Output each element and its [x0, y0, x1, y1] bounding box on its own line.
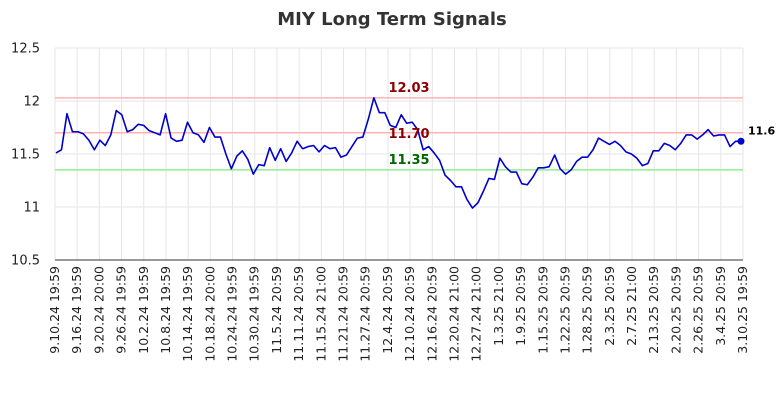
x-tick: 11.27.24 20:59 [358, 266, 373, 362]
x-tick: 12.10.24 20:59 [402, 266, 417, 362]
x-tick: 2.13.25 20:59 [646, 266, 661, 354]
y-tick-label: 11 [23, 201, 40, 216]
x-tick-label: 2.7.25 21:00 [624, 266, 639, 346]
x-tick-label: 11.11.24 20:59 [291, 266, 306, 362]
chart-title: MIY Long Term Signals [277, 9, 507, 30]
x-tick: 3.4.25 20:59 [713, 266, 728, 346]
x-tick: 10.30.24 19:59 [247, 266, 262, 362]
x-tick: 2.26.25 20:59 [691, 266, 706, 354]
x-tick-label: 10.24.24 19:59 [225, 266, 240, 362]
x-tick: 9.16.24 19:59 [69, 266, 84, 354]
x-tick-label: 10.2.24 19:59 [136, 266, 151, 354]
x-tick: 1.15.25 20:59 [535, 266, 550, 354]
x-tick: 10.2.24 19:59 [136, 266, 151, 354]
x-tick-label: 11.15.24 21:00 [313, 266, 328, 362]
x-tick-label: 10.14.24 19:59 [180, 266, 195, 362]
x-tick: 9.20.24 20:00 [91, 266, 106, 354]
x-tick-label: 11.5.24 20:59 [269, 266, 284, 354]
y-tick-label: 12 [23, 95, 40, 110]
x-tick: 2.20.25 20:59 [668, 266, 683, 354]
x-tick-label: 12.10.24 20:59 [402, 266, 417, 362]
x-tick-label: 11.27.24 20:59 [358, 266, 373, 362]
x-tick-label: 12.4.24 20:59 [380, 266, 395, 354]
x-tick-label: 3.10.25 19:59 [735, 266, 750, 354]
x-tick-label: 12.20.24 21:00 [446, 266, 461, 362]
x-tick-label: 9.10.24 19:59 [47, 266, 62, 354]
x-tick: 12.16.24 20:59 [424, 266, 439, 362]
x-tick: 12.4.24 20:59 [380, 266, 395, 354]
x-tick-label: 11.21.24 20:59 [336, 266, 351, 362]
x-tick: 10.8.24 19:59 [158, 266, 173, 354]
x-tick: 10.24.24 19:59 [225, 266, 240, 362]
price-line [55, 97, 741, 209]
x-tick-label: 10.30.24 19:59 [247, 266, 262, 362]
signal-label: 12.03 [388, 81, 429, 96]
x-tick-label: 12.16.24 20:59 [424, 266, 439, 362]
x-tick: 2.3.25 20:59 [602, 266, 617, 346]
x-tick-label: 1.3.25 21:00 [491, 266, 506, 346]
x-tick-label: 10.8.24 19:59 [158, 266, 173, 354]
x-tick-label: 9.16.24 19:59 [69, 266, 84, 354]
x-tick-label: 2.13.25 20:59 [646, 266, 661, 354]
x-tick-label: 2.3.25 20:59 [602, 266, 617, 346]
x-tick: 10.14.24 19:59 [180, 266, 195, 362]
x-axis: 9.10.24 19:59 9.16.24 19:59 9.20.24 20:00 9… [47, 266, 750, 362]
x-tick: 9.10.24 19:59 [47, 266, 62, 354]
signal-label: 11.35 [388, 153, 429, 168]
x-tick-label: 9.20.24 20:00 [91, 266, 106, 354]
grid [54, 47, 744, 261]
x-tick-label: 12.27.24 21:00 [469, 266, 484, 362]
x-tick-label: 9.26.24 19:59 [114, 266, 129, 354]
x-tick: 2.7.25 21:00 [624, 266, 639, 346]
x-tick: 1.22.25 20:59 [557, 266, 572, 354]
x-tick-label: 1.28.25 20:59 [580, 266, 595, 354]
x-tick: 12.27.24 21:00 [469, 266, 484, 362]
x-tick: 3.10.25 19:59 [735, 266, 750, 354]
x-tick: 9.26.24 19:59 [114, 266, 129, 354]
y-tick-label: 11.5 [11, 148, 40, 163]
x-tick-label: 1.9.25 20:59 [513, 266, 528, 346]
x-tick: 1.3.25 21:00 [491, 266, 506, 346]
y-axis: 10.5 11 11.5 12 12.5 [11, 42, 743, 269]
x-tick: 11.15.24 21:00 [313, 266, 328, 362]
x-tick-label: 1.22.25 20:59 [557, 266, 572, 354]
x-tick-label: 3.4.25 20:59 [713, 266, 728, 346]
x-tick: 11.11.24 20:59 [291, 266, 306, 362]
signal-label: 11.70 [388, 127, 429, 142]
last-price-label: 11.6 [748, 124, 775, 137]
x-tick: 11.21.24 20:59 [336, 266, 351, 362]
y-tick-label: 12.5 [11, 42, 40, 57]
series-group [55, 97, 745, 209]
x-tick: 1.28.25 20:59 [580, 266, 595, 354]
x-tick: 11.5.24 20:59 [269, 266, 284, 354]
signal-labels: 12.03 11.70 11.35 11.6 [388, 81, 775, 168]
x-tick: 1.9.25 20:59 [513, 266, 528, 346]
x-tick: 12.20.24 21:00 [446, 266, 461, 362]
x-tick-label: 10.18.24 20:00 [202, 266, 217, 362]
y-tick-label: 10.5 [11, 254, 40, 269]
x-tick-label: 2.20.25 20:59 [668, 266, 683, 354]
x-tick-label: 2.26.25 20:59 [691, 266, 706, 354]
x-tick-label: 1.15.25 20:59 [535, 266, 550, 354]
last-price-marker [737, 137, 745, 145]
x-tick: 10.18.24 20:00 [202, 266, 217, 362]
